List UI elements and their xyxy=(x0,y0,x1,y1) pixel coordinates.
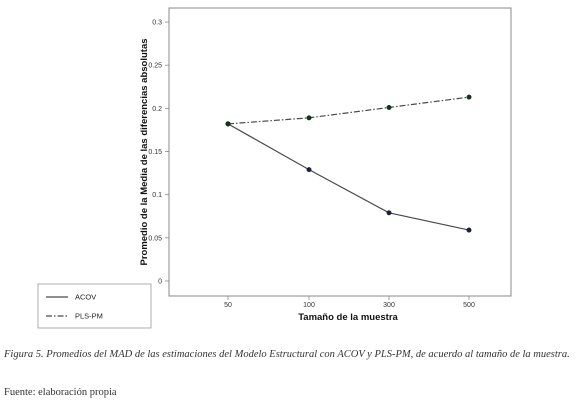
figure-source: Fuente: elaboración propia xyxy=(4,387,117,398)
y-tick-label: 0.25 xyxy=(148,63,162,70)
data-point-pls-pm xyxy=(466,94,472,100)
y-tick-label: 0.15 xyxy=(148,149,162,156)
x-tick-label: 50 xyxy=(224,302,232,309)
x-tick-label: 100 xyxy=(303,302,315,309)
data-point-pls-pm xyxy=(306,115,312,121)
plot-frame xyxy=(168,7,512,297)
y-tick-label: 0.05 xyxy=(148,235,162,242)
y-tick-label: 0 xyxy=(158,279,162,286)
x-axis-title: Tamaño de la muestra xyxy=(298,312,398,323)
data-point-acov xyxy=(386,210,392,216)
data-point-acov xyxy=(466,227,472,233)
x-axis: 50 100 300 500 xyxy=(224,296,475,309)
legend-box xyxy=(37,283,152,329)
series-line-acov xyxy=(227,123,470,231)
series-layer xyxy=(225,94,472,233)
legend-label-pls-pm: PLS-PM xyxy=(75,312,103,321)
y-tick-label: 0.3 xyxy=(152,20,162,27)
x-tick-label: 300 xyxy=(383,302,395,309)
y-axis: 0 0.05 0.1 0.15 0.2 0.25 0.3 xyxy=(148,20,169,286)
line-chart: 0 0.05 0.1 0.15 0.2 0.25 0.3 50 100 300 500 Prome… xyxy=(37,7,512,329)
legend: ACOV PLS-PM xyxy=(37,283,152,329)
data-point-pls-pm xyxy=(225,121,231,127)
y-tick-label: 0.2 xyxy=(152,106,162,113)
y-axis-title: Promedio de la Media de las diferencias … xyxy=(139,38,150,265)
data-point-pls-pm xyxy=(386,105,392,110)
y-tick-label: 0.1 xyxy=(152,192,162,199)
legend-label-acov: ACOV xyxy=(75,293,96,302)
data-point-acov xyxy=(306,167,312,173)
x-tick-label: 500 xyxy=(463,302,475,309)
figure-caption: Figura 5. Promedios del MAD de las estim… xyxy=(4,349,570,360)
